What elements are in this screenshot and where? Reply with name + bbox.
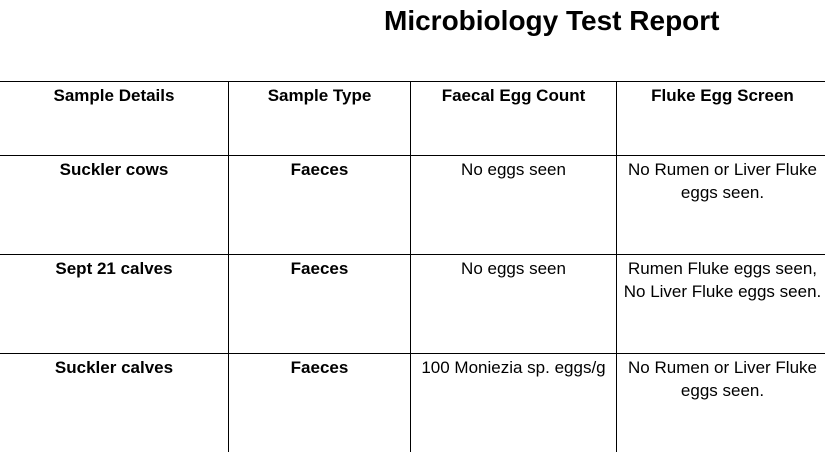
report-title: Microbiology Test Report [384,5,720,36]
table-row: Sept 21 calves Faeces No eggs seen Rumen… [0,254,825,354]
cell-faecal-egg-count: No eggs seen [410,254,617,354]
table-row: Suckler calves Faeces 100 Moniezia sp. e… [0,353,825,452]
header-sample-details: Sample Details [0,81,229,156]
cell-sample-type: Faeces [228,353,411,452]
cell-sample-details: Sept 21 calves [0,254,229,354]
header-fluke-egg-screen: Fluke Egg Screen [616,81,825,156]
results-table-container: Sample Details Sample Type Faecal Egg Co… [0,81,825,452]
cell-sample-details: Suckler calves [0,353,229,452]
cell-sample-type: Faeces [228,155,411,255]
header-faecal-egg-count: Faecal Egg Count [410,81,617,156]
table-header-row: Sample Details Sample Type Faecal Egg Co… [0,81,825,156]
cell-fluke-egg-screen: Rumen Fluke eggs seen, No Liver Fluke eg… [616,254,825,354]
cell-fluke-egg-screen: No Rumen or Liver Fluke eggs seen. [616,155,825,255]
cell-sample-type: Faeces [228,254,411,354]
results-table: Sample Details Sample Type Faecal Egg Co… [0,81,825,452]
cell-fluke-egg-screen: No Rumen or Liver Fluke eggs seen. [616,353,825,452]
cell-sample-details: Suckler cows [0,155,229,255]
cell-faecal-egg-count: 100 Moniezia sp. eggs/g [410,353,617,452]
cell-faecal-egg-count: No eggs seen [410,155,617,255]
header-sample-type: Sample Type [228,81,411,156]
table-row: Suckler cows Faeces No eggs seen No Rume… [0,155,825,255]
